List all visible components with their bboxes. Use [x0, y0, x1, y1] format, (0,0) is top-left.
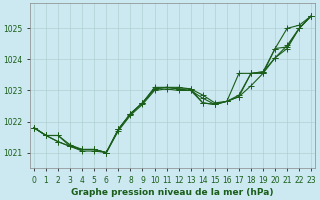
X-axis label: Graphe pression niveau de la mer (hPa): Graphe pression niveau de la mer (hPa): [71, 188, 274, 197]
